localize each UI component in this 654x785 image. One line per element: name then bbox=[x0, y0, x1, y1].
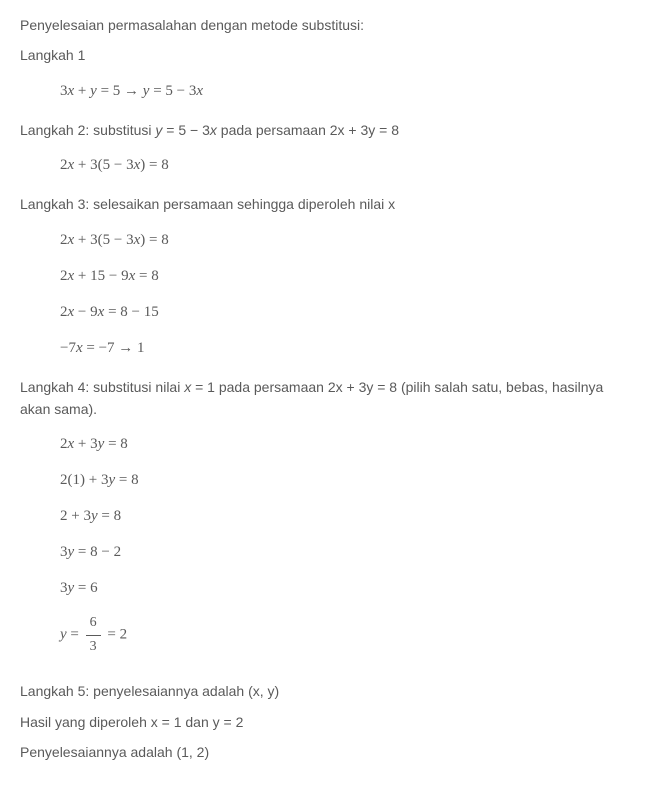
step2-label-math: y bbox=[155, 122, 162, 138]
step4-eq6-num: 6 bbox=[86, 612, 101, 635]
step4-label-pre: Langkah 4: substitusi nilai bbox=[20, 379, 184, 395]
step2-eq1: 2x + 3(5 − 3x) = 8 bbox=[60, 153, 634, 177]
step1-eq1: 3x + y = 5 → y = 5 − 3x bbox=[60, 79, 634, 103]
step1-eq1-arrow: → bbox=[120, 83, 143, 99]
step1-eq1-lhs: 3x + y = 5 bbox=[60, 83, 120, 99]
step4-eq2: 2(1) + 3y = 8 bbox=[60, 468, 634, 492]
step3-equations: 2x + 3(5 − 3x) = 8 2x + 15 − 9x = 8 2x −… bbox=[60, 228, 634, 360]
step3-eq3: 2x − 9x = 8 − 15 bbox=[60, 300, 634, 324]
step4-eq4: 3y = 8 − 2 bbox=[60, 540, 634, 564]
step4-eq6-den: 3 bbox=[86, 636, 101, 658]
step5-line3: Penyelesaiannya adalah (1, 2) bbox=[20, 741, 634, 763]
step4-eq1: 2x + 3y = 8 bbox=[60, 432, 634, 456]
step4-eq6-post: = 2 bbox=[107, 627, 127, 643]
step3-eq2: 2x + 15 − 9x = 8 bbox=[60, 264, 634, 288]
step4-label-math: x bbox=[184, 379, 191, 395]
step2-equations: 2x + 3(5 − 3x) = 8 bbox=[60, 153, 634, 177]
step4-eq6-fraction: 6 3 bbox=[86, 612, 101, 658]
step5-line2: Hasil yang diperoleh x = 1 dan y = 2 bbox=[20, 711, 634, 733]
step4-eq3: 2 + 3y = 8 bbox=[60, 504, 634, 528]
step2-label-pre: Langkah 2: substitusi bbox=[20, 122, 155, 138]
step1-eq1-rhs: y = 5 − 3x bbox=[143, 83, 203, 99]
step2-label: Langkah 2: substitusi y = 5 − 3x pada pe… bbox=[20, 119, 634, 141]
step4-eq5: 3y = 6 bbox=[60, 576, 634, 600]
intro-text: Penyelesaian permasalahan dengan metode … bbox=[20, 14, 634, 36]
step4-label: Langkah 4: substitusi nilai x = 1 pada p… bbox=[20, 376, 634, 421]
step1-equations: 3x + y = 5 → y = 5 − 3x bbox=[60, 79, 634, 103]
step4-equations: 2x + 3y = 8 2(1) + 3y = 8 2 + 3y = 8 3y … bbox=[60, 432, 634, 658]
step3-eq4: −7x = −7 → 1 bbox=[60, 336, 634, 360]
step5-line1: Langkah 5: penyelesaiannya adalah (x, y) bbox=[20, 680, 634, 702]
step4-eq6: y = 6 3 = 2 bbox=[60, 612, 634, 658]
step1-label: Langkah 1 bbox=[20, 44, 634, 66]
step2-label-post: pada persamaan 2x + 3y = 8 bbox=[217, 122, 399, 138]
step3-eq1: 2x + 3(5 − 3x) = 8 bbox=[60, 228, 634, 252]
step3-label: Langkah 3: selesaikan persamaan sehingga… bbox=[20, 193, 634, 215]
